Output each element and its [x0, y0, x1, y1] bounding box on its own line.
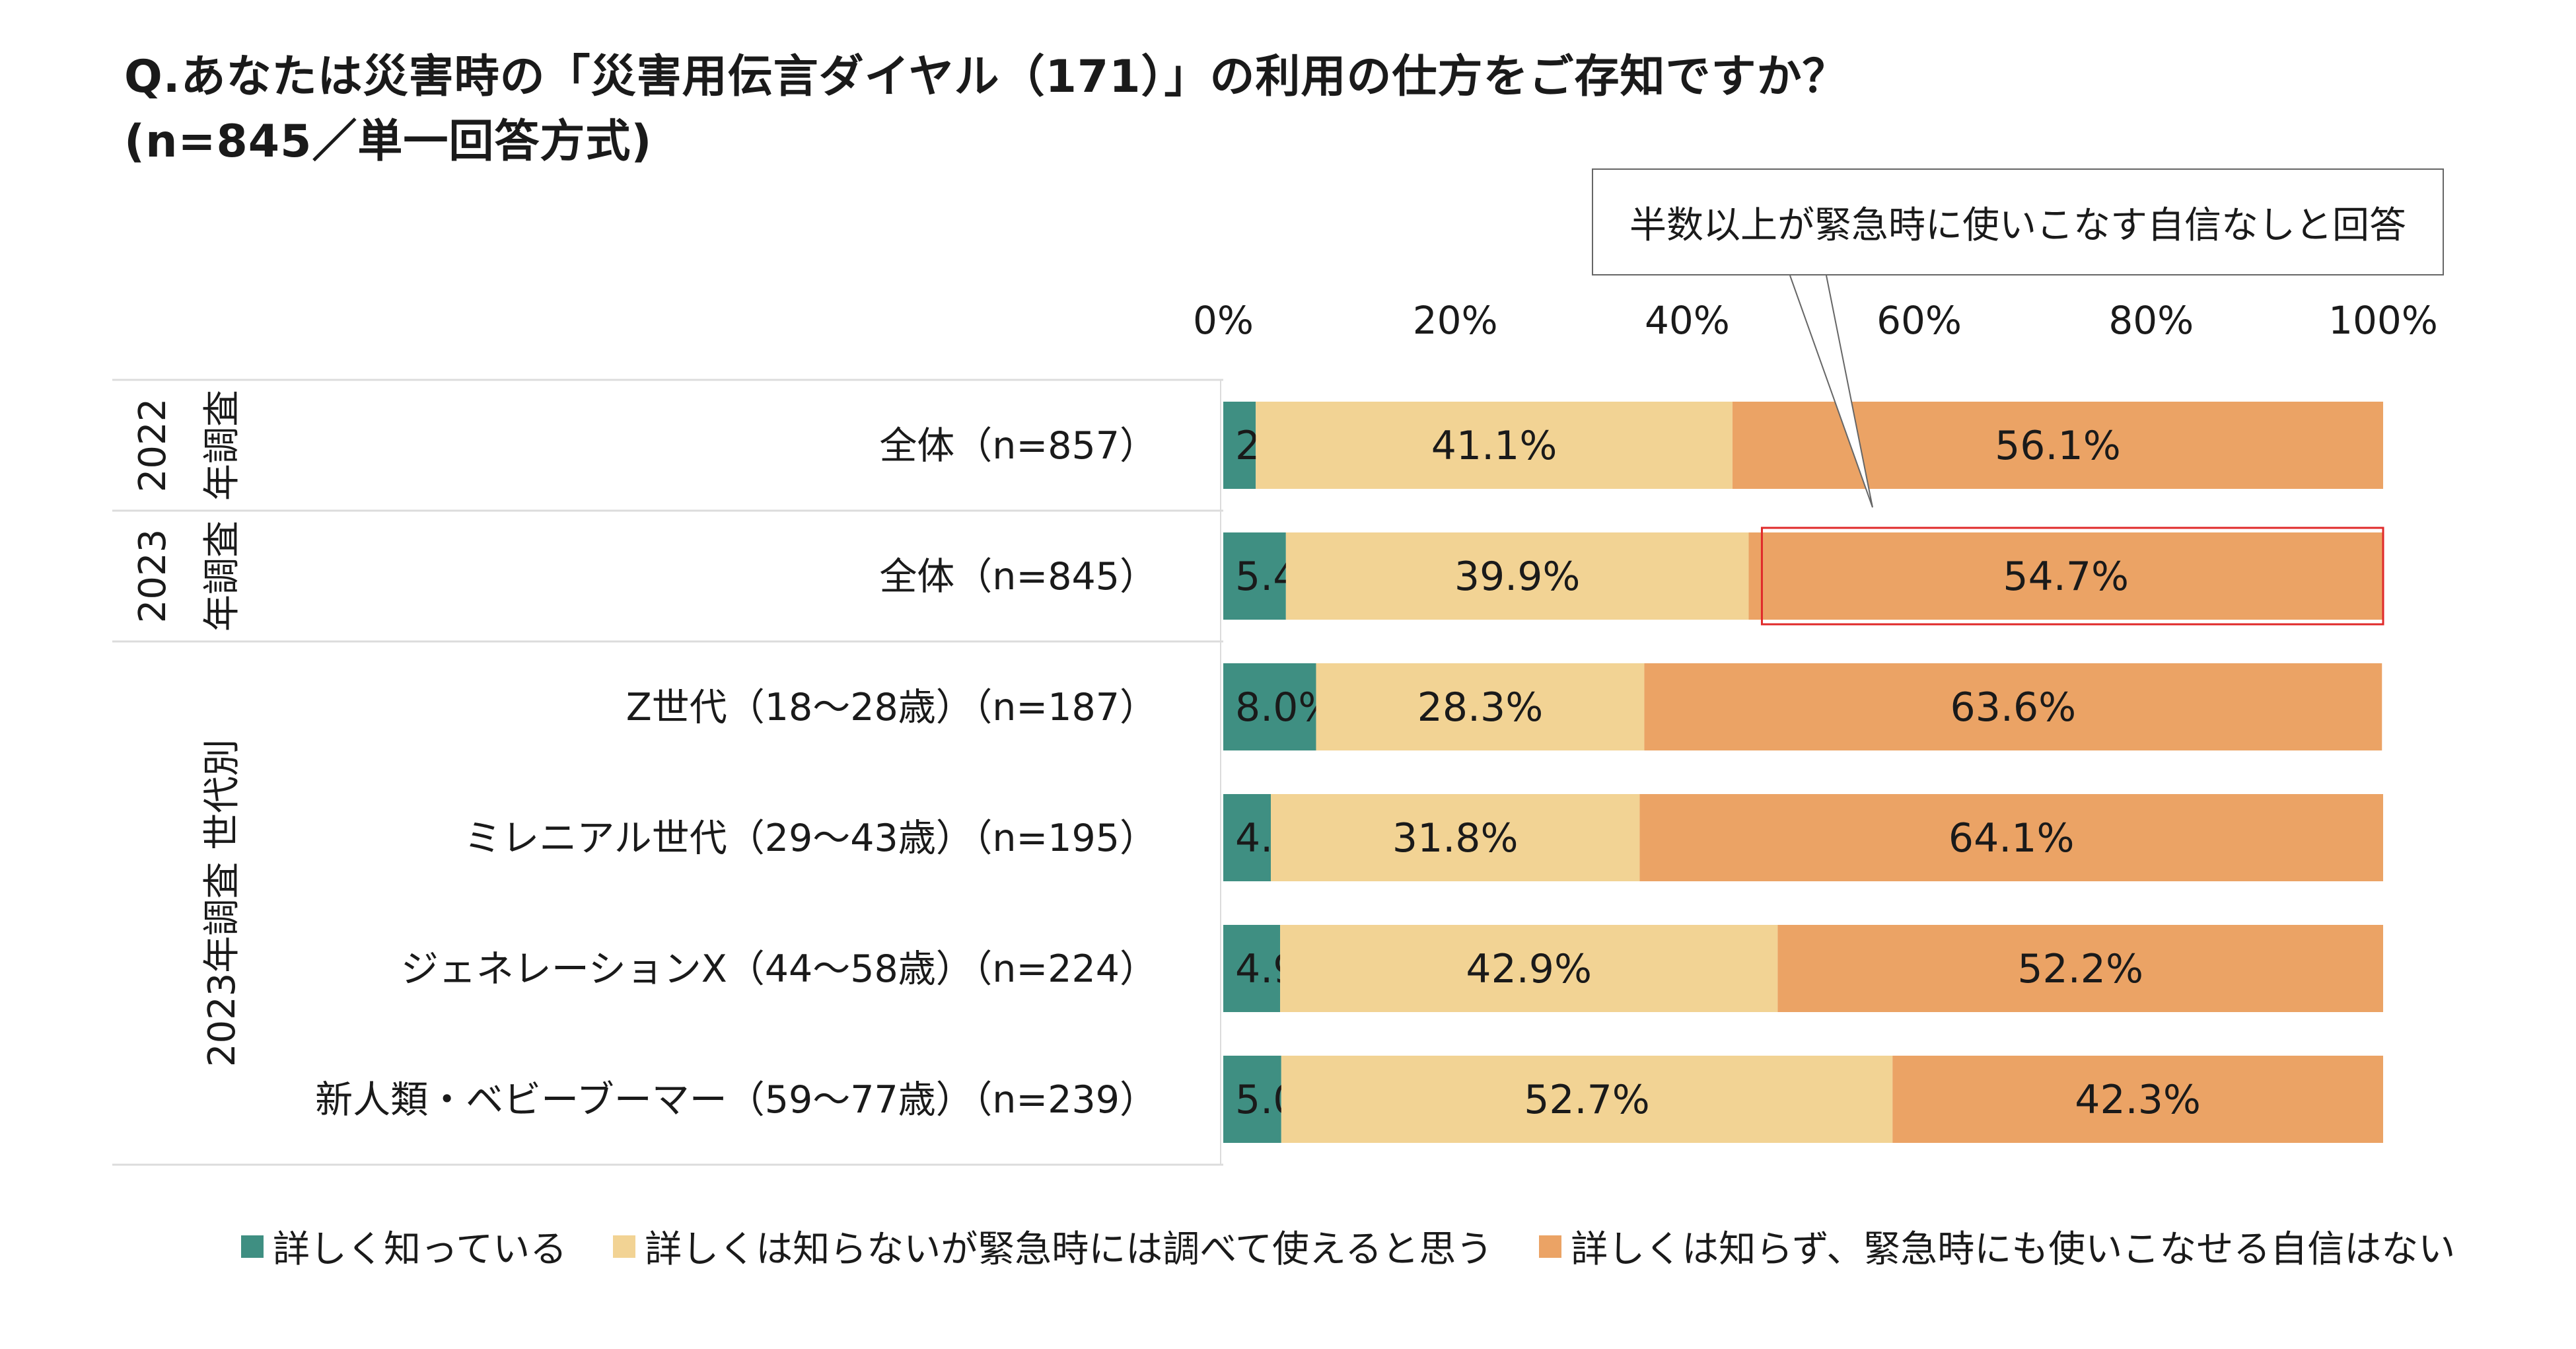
data-label-dontknow-cannot-5: 42.3% [2075, 1077, 2201, 1123]
bar-dontknow-can-2 [1316, 663, 1645, 750]
legend-label-dontknow-cannot: 詳しくは知らず、緊急時にも使いこなせる自信はない [1571, 1228, 2456, 1271]
group-label-2022-survey: 年調査 [201, 390, 244, 501]
bar-dontknow-can-5 [1281, 1056, 1893, 1143]
bar-know-1 [1223, 532, 1286, 620]
bar-know-0 [1223, 402, 1256, 489]
category-label-3: ミレニアル世代（29～43歳）（n=195） [464, 817, 1157, 860]
data-label-dontknow-can-4: 42.9% [1466, 946, 1592, 992]
bar-know-5 [1223, 1056, 1281, 1143]
bar-dontknow-can-4 [1280, 925, 1778, 1012]
data-label-dontknow-can-3: 31.8% [1392, 815, 1519, 861]
data-label-dontknow-cannot-2: 63.6% [1950, 684, 2077, 731]
highlight-box [1760, 527, 2384, 626]
data-label-dontknow-can-5: 52.7% [1524, 1077, 1650, 1123]
legend-swatch-know [241, 1235, 264, 1258]
bar-dontknow-can-1 [1285, 532, 1749, 620]
group-label-2023-year: 2023 [131, 529, 174, 624]
title-line-1: Q.あなたは災害時の「災害用伝言ダイヤル（171）」の利用の仕方をご存知ですか？ [124, 51, 1848, 103]
data-label-dontknow-cannot-4: 52.2% [2017, 946, 2143, 992]
bar-know-2 [1223, 663, 1316, 750]
legend-swatch-dontknow-cannot [1539, 1235, 1562, 1258]
data-label-dontknow-can-2: 28.3% [1417, 684, 1544, 731]
bar-dontknow-can-0 [1256, 402, 1733, 489]
bar-dontknow-cannot-2 [1644, 663, 2382, 750]
callout-box: 半数以上が緊急時に使いこなす自信なしと回答 [1592, 168, 2444, 275]
legend-swatch-dontknow-can [613, 1235, 636, 1258]
group-label-2023-survey: 年調査 [201, 521, 244, 632]
bar-know-4 [1223, 925, 1281, 1012]
bar-dontknow-cannot-5 [1892, 1056, 2383, 1143]
category-label-1: 全体（n=845） [879, 555, 1157, 599]
x-tick-label-2: 40% [1645, 298, 1730, 343]
category-label-0: 全体（n=857） [879, 424, 1157, 468]
data-label-dontknow-can-0: 41.1% [1431, 423, 1557, 469]
callout-text: 半数以上が緊急時に使いこなす自信なしと回答 [1629, 203, 2406, 247]
bar-dontknow-cannot-4 [1777, 925, 2383, 1012]
legend-item-know: 詳しく知っている [241, 1220, 567, 1273]
bar-dontknow-cannot-1 [1748, 532, 2383, 620]
legend: 詳しく知っている 詳しくは知らないが緊急時には調べて使えると思う 詳しくは知らず… [241, 1220, 2501, 1273]
x-tick-label-0: 0% [1193, 298, 1254, 343]
bar-dontknow-can-3 [1270, 794, 1640, 881]
bar-know-3 [1223, 794, 1271, 881]
bar-dontknow-cannot-3 [1639, 794, 2383, 881]
title-line-2: (n=845／単一回答方式) [124, 116, 653, 168]
legend-label-know: 詳しく知っている [273, 1228, 567, 1271]
category-label-4: ジェネレーションX（44～58歳）（n=224） [401, 947, 1157, 991]
legend-item-dontknow-can: 詳しくは知らないが緊急時には調べて使えると思う [613, 1220, 1493, 1273]
x-tick-label-5: 100% [2328, 298, 2438, 343]
x-tick-label-4: 80% [2108, 298, 2194, 343]
x-tick-label-3: 60% [1877, 298, 1962, 343]
callout-pointer [1789, 275, 1873, 508]
chart-title: Q.あなたは災害時の「災害用伝言ダイヤル（171）」の利用の仕方をご存知ですか？… [124, 45, 1848, 174]
data-label-dontknow-can-1: 39.9% [1454, 554, 1581, 600]
data-label-dontknow-cannot-1: 54.7% [2003, 554, 2129, 600]
legend-label-dontknow-can: 詳しくは知らないが緊急時には調べて使えると思う [645, 1228, 1493, 1271]
group-label-2023-generation: 2023年調査 世代別 [201, 739, 244, 1067]
data-label-dontknow-cannot-0: 56.1% [1995, 423, 2121, 469]
category-label-5: 新人類・ベビーブーマー（59～77歳）（n=239） [315, 1078, 1157, 1122]
data-label-dontknow-cannot-3: 64.1% [1949, 815, 2075, 861]
x-tick-label-1: 20% [1413, 298, 1498, 343]
group-label-2022-year: 2022 [131, 398, 174, 493]
category-label-2: Z世代（18～28歳）（n=187） [626, 686, 1157, 729]
legend-item-dontknow-cannot: 詳しくは知らず、緊急時にも使いこなせる自信はない [1539, 1220, 2455, 1273]
